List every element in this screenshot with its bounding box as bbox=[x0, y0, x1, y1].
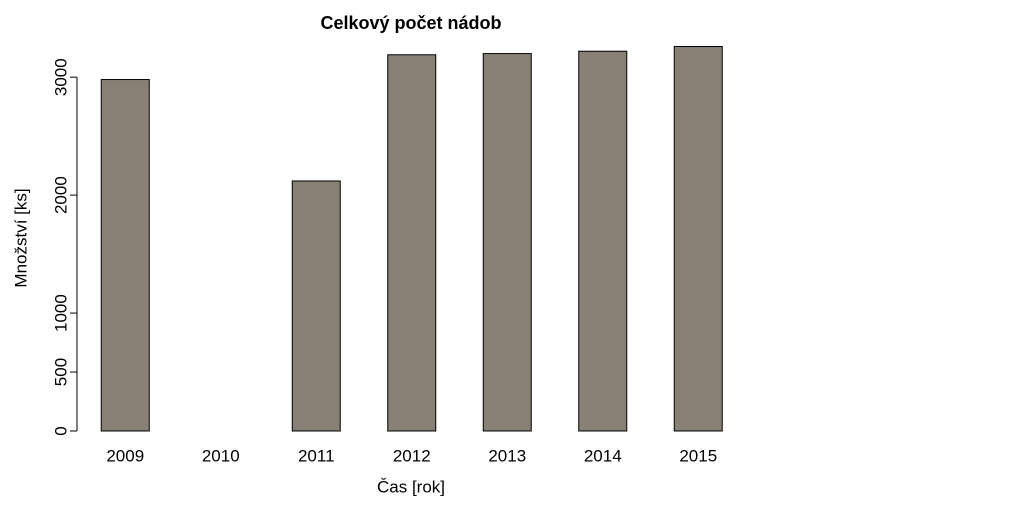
y-tick-label: 2000 bbox=[51, 176, 70, 214]
bar bbox=[387, 54, 437, 432]
bar bbox=[578, 50, 628, 432]
x-tick-label: 2011 bbox=[298, 446, 335, 465]
x-tick-label: 2013 bbox=[488, 446, 526, 465]
y-axis-label: Množství [ks] bbox=[11, 188, 30, 287]
bar bbox=[482, 53, 532, 432]
chart-title: Celkový počet nádob bbox=[320, 13, 501, 33]
bar bbox=[673, 46, 723, 432]
x-tick-label: 2014 bbox=[584, 446, 622, 465]
x-tick-label: 2010 bbox=[202, 446, 240, 465]
y-tick-label: 500 bbox=[51, 358, 70, 386]
x-tick-label: 2015 bbox=[679, 446, 717, 465]
bar bbox=[291, 180, 341, 432]
bar bbox=[100, 79, 150, 432]
x-tick-label: 2012 bbox=[393, 446, 431, 465]
y-tick-label: 1000 bbox=[51, 294, 70, 332]
y-tick-label: 3000 bbox=[51, 58, 70, 96]
x-tick-label: 2009 bbox=[106, 446, 144, 465]
x-axis-label: Čas [rok] bbox=[377, 477, 445, 496]
y-tick-label: 0 bbox=[51, 426, 70, 435]
